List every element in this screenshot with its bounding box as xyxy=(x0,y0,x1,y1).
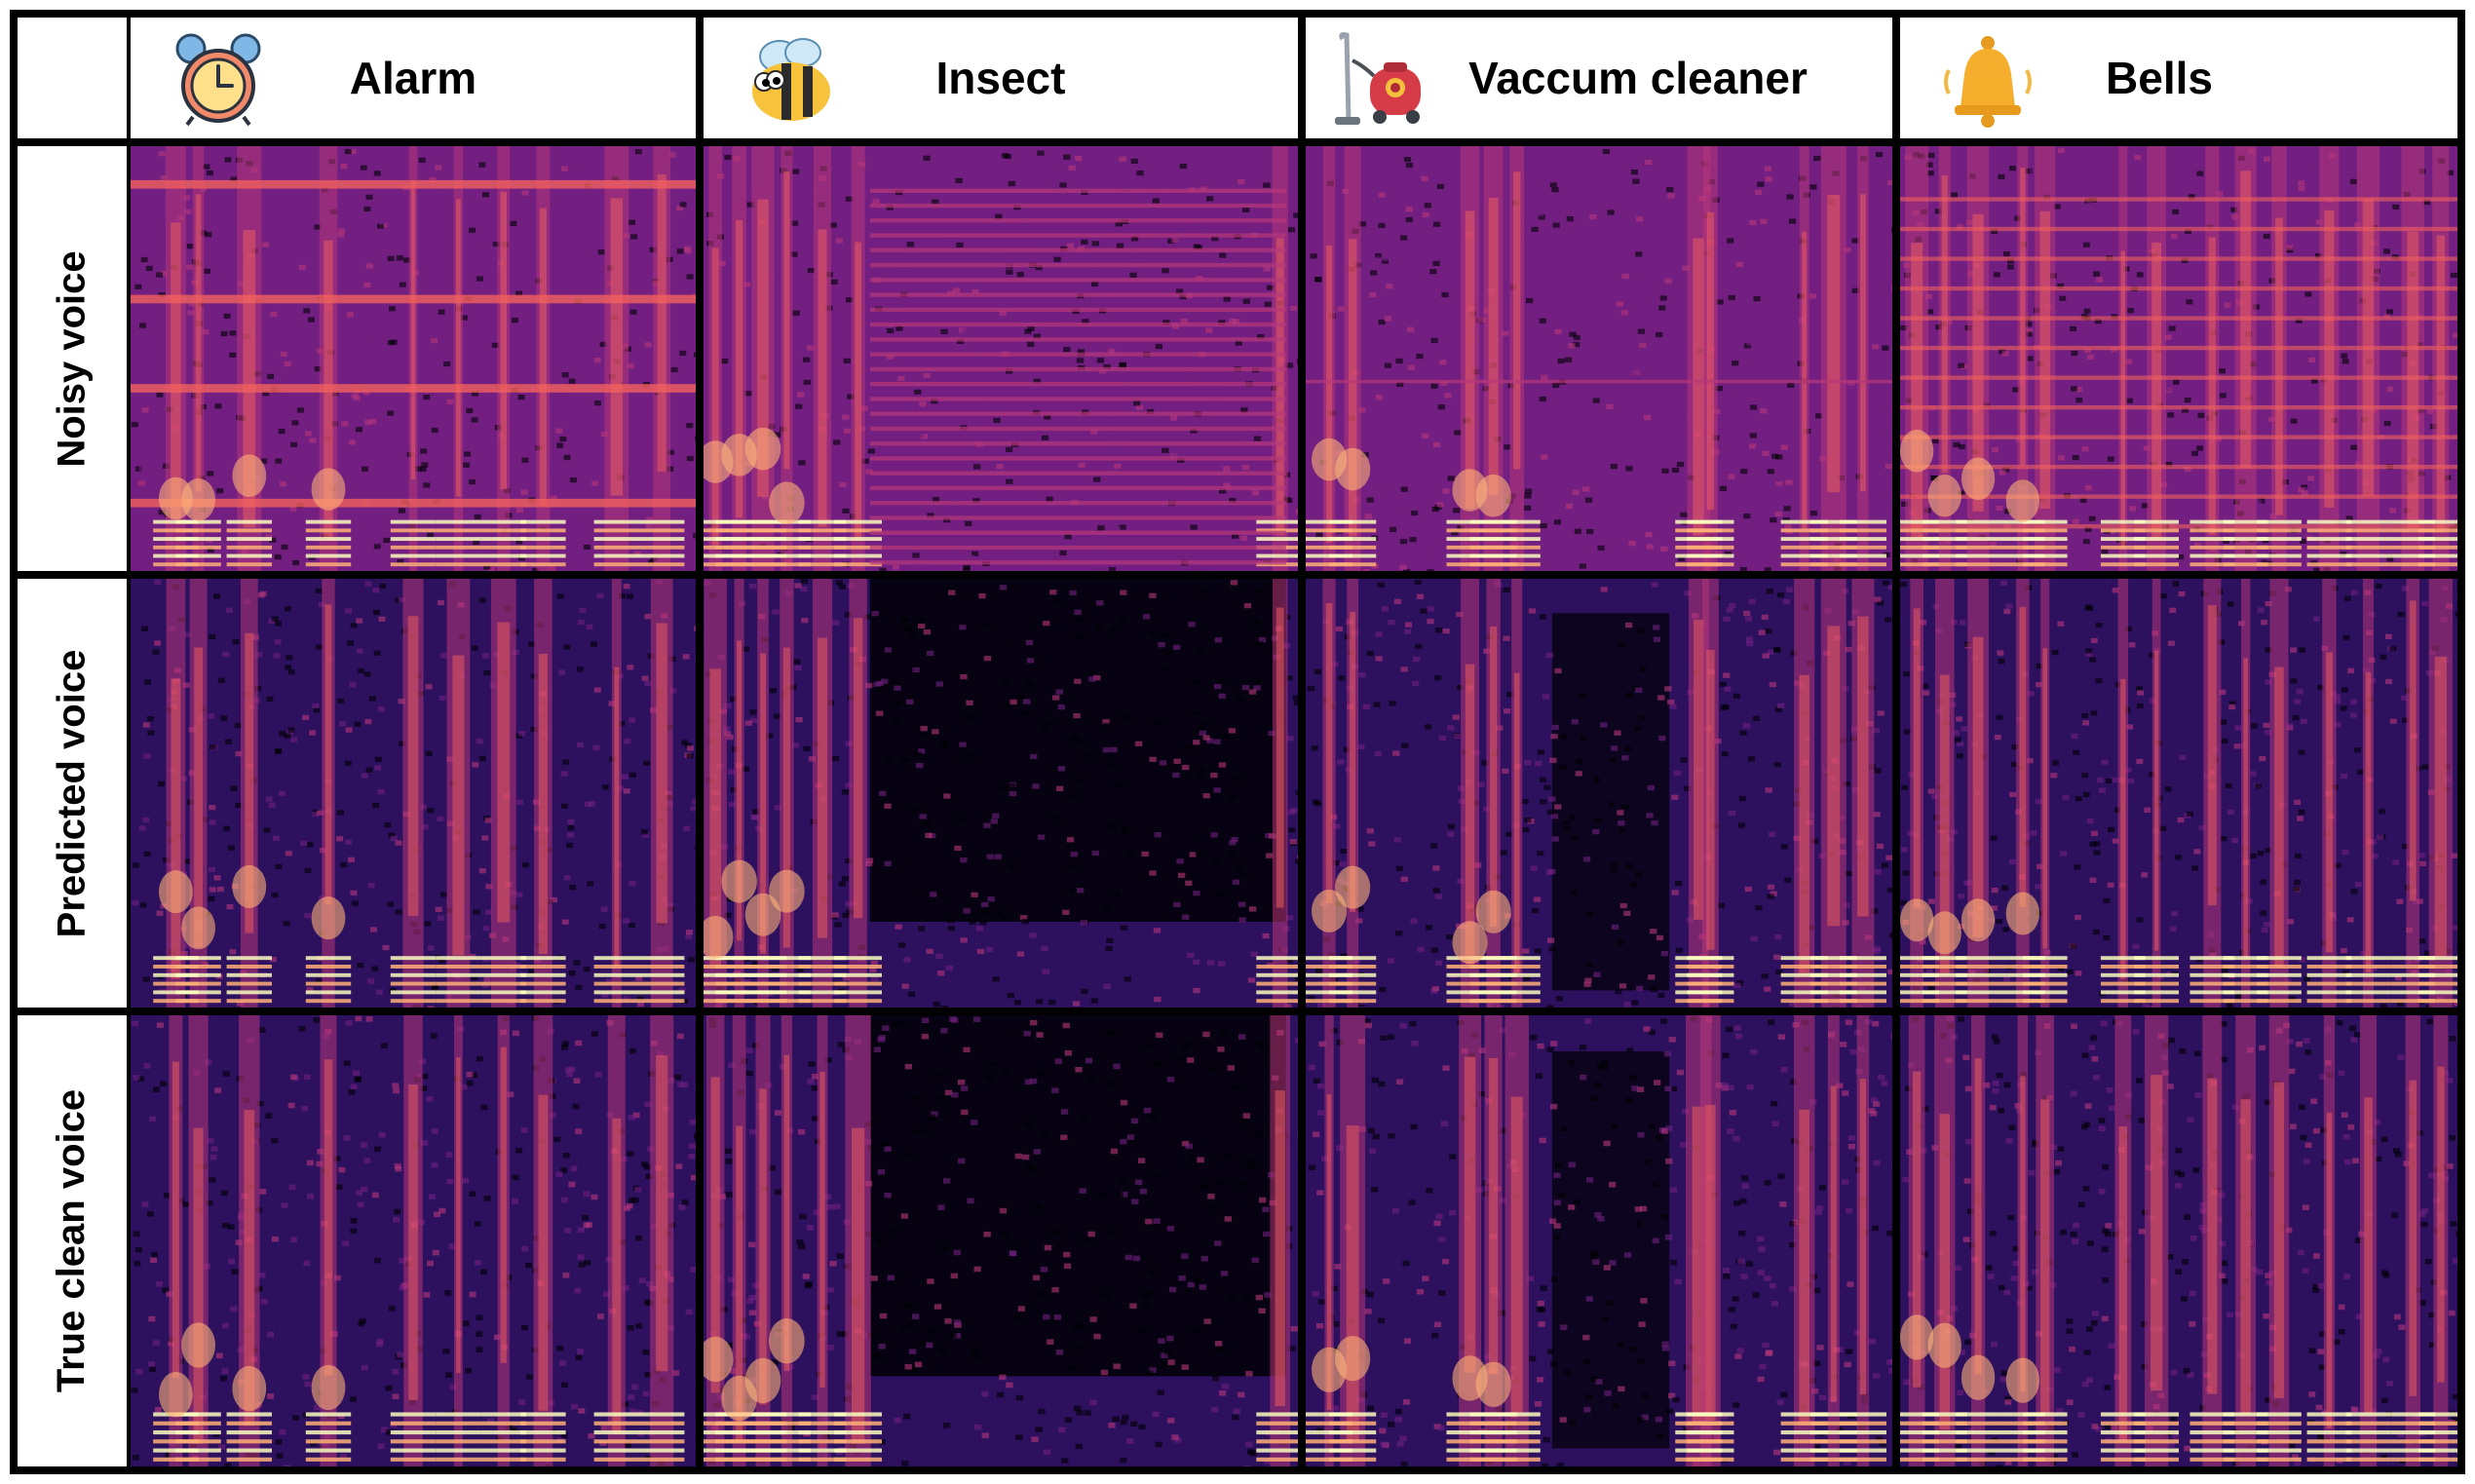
spectrogram-vacuum-predicted xyxy=(1306,579,1892,1008)
spectrogram-vacuum-true-clean xyxy=(1306,1015,1892,1466)
spectrogram-vacuum-noisy xyxy=(1306,146,1892,571)
row-label-predicted-voice: Predicted voice xyxy=(50,649,94,937)
row-header-predicted-voice: Predicted voice xyxy=(18,579,127,1008)
column-label-bells: Bells xyxy=(2106,53,2213,103)
column-header-bells: Bells xyxy=(1900,18,2457,138)
spectrogram-alarm-predicted xyxy=(131,579,696,1008)
spectrogram-alarm-true-clean xyxy=(131,1015,696,1466)
corner-cell xyxy=(18,18,127,138)
column-label-alarm: Alarm xyxy=(349,53,477,103)
spectrogram-insect-true-clean xyxy=(704,1015,1298,1466)
spectrogram-bells-noisy xyxy=(1900,146,2457,571)
spectrogram-bells-true-clean xyxy=(1900,1015,2457,1466)
spectrogram-insect-predicted xyxy=(704,579,1298,1008)
column-header-insect: Insect xyxy=(704,18,1298,138)
column-label-insect: Insect xyxy=(935,53,1066,103)
bell-icon xyxy=(1944,36,2032,128)
column-header-alarm: Alarm xyxy=(131,18,696,138)
spectrogram-alarm-noisy xyxy=(131,146,696,571)
vacuum-cleaner-icon xyxy=(1335,32,1421,125)
column-header-vacuum-cleaner: Vaccum cleaner xyxy=(1306,18,1892,138)
row-label-true-clean-voice: True clean voice xyxy=(50,1088,94,1393)
row-header-noisy-voice: Noisy voice xyxy=(18,146,127,571)
row-header-true-clean-voice: True clean voice xyxy=(18,1015,127,1466)
column-label-vacuum-cleaner: Vaccum cleaner xyxy=(1468,53,1808,103)
row-label-noisy-voice: Noisy voice xyxy=(50,249,94,468)
alarm-clock-icon xyxy=(175,33,261,127)
spectrogram-figure: Alarm Insect Vaccum cleaner xyxy=(10,10,2465,1474)
spectrogram-bells-predicted xyxy=(1900,579,2457,1008)
spectrogram-insect-noisy xyxy=(704,146,1298,571)
bee-icon xyxy=(752,38,830,121)
